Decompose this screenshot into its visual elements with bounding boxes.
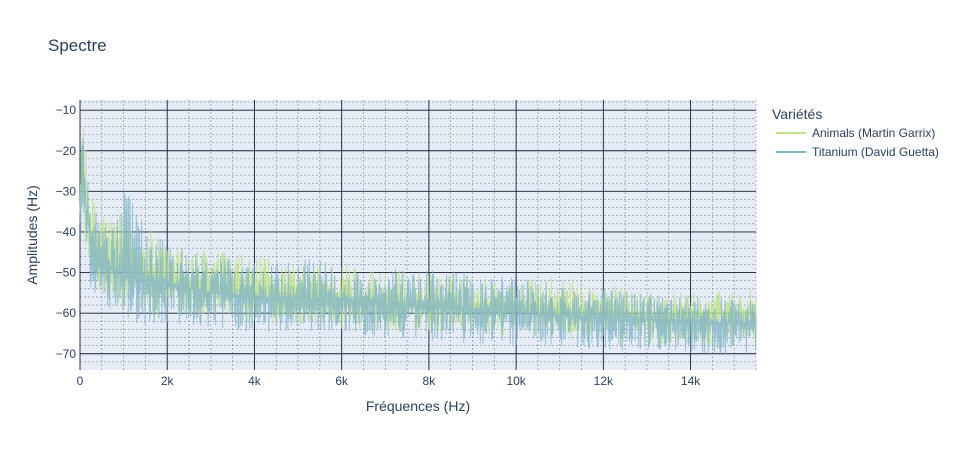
x-tick-label: 2k <box>161 374 175 388</box>
y-tick-label: −50 <box>56 266 77 280</box>
series-layer <box>79 127 757 356</box>
x-tick-label: 10k <box>506 374 526 388</box>
series-line-2 <box>79 137 757 356</box>
x-tick-label: 12k <box>594 374 614 388</box>
legend-items: Animals (Martin Garrix) Titanium (David G… <box>776 126 939 159</box>
y-axis-ticks: −10 −20 −30 −40 −50 −60 −70 <box>56 103 77 361</box>
y-tick-label: −70 <box>56 347 77 361</box>
chart-title: Spectre <box>48 36 107 55</box>
x-axis-label: Fréquences (Hz) <box>366 398 470 414</box>
y-tick-label: −60 <box>56 306 77 320</box>
x-tick-label: 6k <box>335 374 349 388</box>
y-axis-label: Amplitudes (Hz) <box>24 185 40 285</box>
x-tick-label: 14k <box>681 374 701 388</box>
y-tick-label: −10 <box>56 103 77 117</box>
x-tick-label: 0 <box>77 374 84 388</box>
y-tick-label: −30 <box>56 184 77 198</box>
major-grid <box>79 100 756 370</box>
legend-title: Variétés <box>772 106 822 122</box>
legend-item-2[interactable]: Titanium (David Guetta) <box>776 145 939 159</box>
x-tick-label: 8k <box>423 374 437 388</box>
x-axis-ticks: 0 2k 4k 6k 8k 10k 12k 14k <box>77 374 702 388</box>
x-tick-label: 4k <box>248 374 262 388</box>
y-tick-label: −20 <box>56 144 77 158</box>
y-tick-label: −40 <box>56 225 77 239</box>
legend: Variétés Animals (Martin Garrix) Titanium… <box>772 106 939 159</box>
legend-label: Titanium (David Guetta) <box>812 145 939 159</box>
legend-item-1[interactable]: Animals (Martin Garrix) <box>776 126 935 140</box>
legend-label: Animals (Martin Garrix) <box>812 126 935 140</box>
